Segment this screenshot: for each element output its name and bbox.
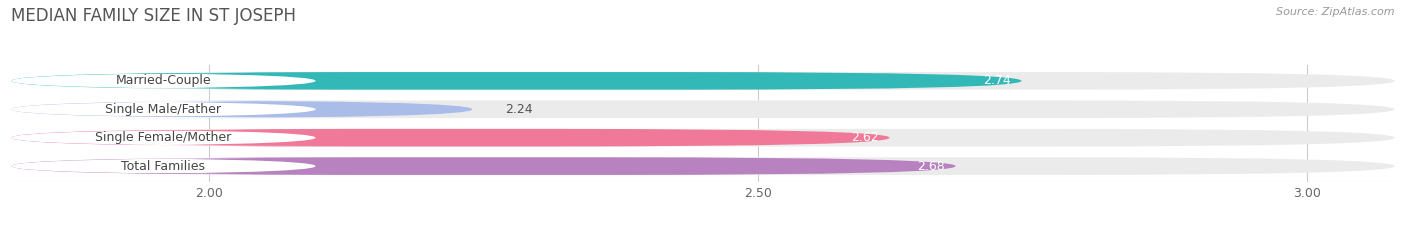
Text: 2.24: 2.24 xyxy=(505,103,533,116)
FancyBboxPatch shape xyxy=(0,101,329,117)
FancyBboxPatch shape xyxy=(11,157,1395,175)
FancyBboxPatch shape xyxy=(11,157,956,175)
Text: Total Families: Total Families xyxy=(121,160,205,173)
Text: Source: ZipAtlas.com: Source: ZipAtlas.com xyxy=(1277,7,1395,17)
Text: MEDIAN FAMILY SIZE IN ST JOSEPH: MEDIAN FAMILY SIZE IN ST JOSEPH xyxy=(11,7,297,25)
FancyBboxPatch shape xyxy=(11,129,890,147)
FancyBboxPatch shape xyxy=(11,100,1395,118)
Text: Single Female/Mother: Single Female/Mother xyxy=(96,131,232,144)
FancyBboxPatch shape xyxy=(11,72,1395,90)
FancyBboxPatch shape xyxy=(11,129,1395,147)
Text: 2.74: 2.74 xyxy=(983,74,1011,87)
FancyBboxPatch shape xyxy=(0,130,329,146)
Text: 2.62: 2.62 xyxy=(851,131,879,144)
FancyBboxPatch shape xyxy=(0,158,329,174)
Text: 2.68: 2.68 xyxy=(917,160,945,173)
FancyBboxPatch shape xyxy=(11,72,1021,90)
FancyBboxPatch shape xyxy=(11,100,472,118)
Text: Married-Couple: Married-Couple xyxy=(115,74,211,87)
FancyBboxPatch shape xyxy=(0,73,329,89)
Text: Single Male/Father: Single Male/Father xyxy=(105,103,221,116)
